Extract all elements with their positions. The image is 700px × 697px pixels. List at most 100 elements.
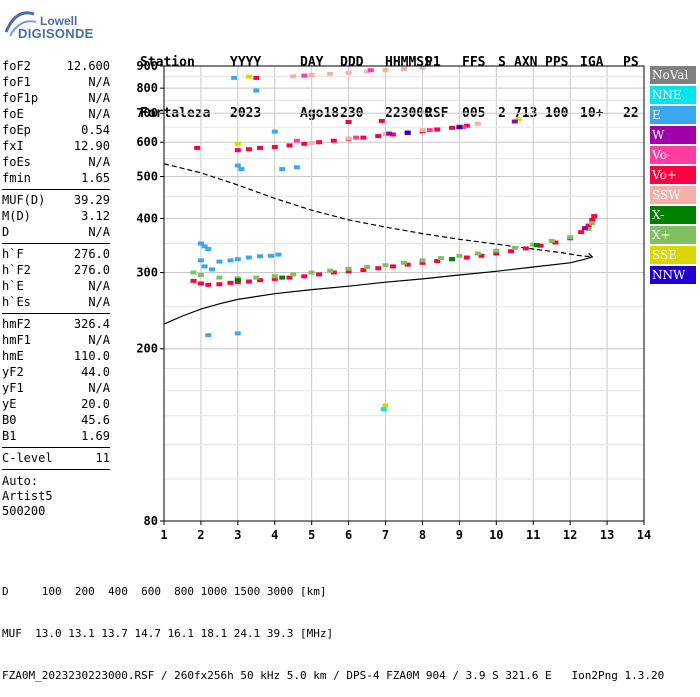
param-row: hmF1 N/A: [2, 332, 110, 348]
y-tick-label: 600: [136, 135, 158, 149]
param-row: B1 1.69: [2, 428, 110, 444]
param-value: N/A: [88, 75, 110, 89]
echo-point-x-: [190, 270, 197, 275]
echo-point-ssw: [345, 136, 352, 141]
param-label: yF1: [2, 381, 24, 395]
echo-point-e: [253, 88, 260, 93]
echo-point-vo-: [197, 281, 204, 286]
echo-point-w: [511, 119, 518, 124]
param-row: M(D) 3.12: [2, 208, 110, 224]
echo-point-vo-: [271, 145, 278, 149]
echo-point-x-: [589, 221, 596, 226]
y-tick-label: 500: [136, 169, 158, 183]
echo-point-x-: [234, 278, 241, 283]
x-tick-label: 13: [600, 528, 614, 542]
echo-point-vo-: [434, 259, 441, 263]
echo-point-x-: [345, 266, 352, 271]
param-row: hmF2 326.4: [2, 316, 110, 332]
echo-point-x-: [449, 257, 455, 262]
echo-point-vo-: [353, 135, 359, 140]
echo-point-x-: [567, 235, 574, 240]
electron-density-profile: [163, 253, 594, 325]
echo-point-vo-: [286, 143, 293, 148]
echo-points: [190, 65, 598, 412]
param-separator: [2, 243, 110, 244]
parameter-panel: foF2 12.600 foF1 N/A foF1p N/A foE N/A foEp 0.54 f…: [2, 58, 110, 519]
echo-point-ssw: [382, 132, 389, 137]
echo-point-e: [205, 333, 212, 338]
param-row: fxI 12.90: [2, 138, 110, 154]
x-tick-label: 7: [382, 528, 389, 542]
header-label-7: S: [498, 55, 506, 70]
echo-point-vo-: [578, 230, 585, 235]
digisonde-logo: Lowell DIGISONDE: [2, 4, 122, 44]
echo-point-ssw: [419, 65, 426, 70]
param-row: yF2 44.0: [2, 364, 110, 380]
echo-point-vo-: [522, 246, 529, 251]
echo-point-vo-: [286, 275, 293, 280]
x-tick-label: 1: [160, 528, 167, 542]
echo-point-vo-: [426, 128, 433, 133]
legend-item-nne: NNE: [650, 86, 696, 104]
echo-point-x-: [327, 268, 334, 273]
legend-item-w: W: [650, 126, 696, 144]
param-row: foF1p N/A: [2, 90, 110, 106]
param-label: foEp: [2, 123, 31, 137]
param-label: h`F2: [2, 263, 31, 277]
echo-point-x-: [401, 260, 407, 265]
param-row: D N/A: [2, 224, 110, 240]
footer-distance-row: D 100 200 400 600 800 1000 1500 3000 [km…: [2, 585, 327, 598]
param-label: C-level: [2, 451, 53, 465]
echo-point-vo-: [537, 243, 544, 248]
echo-point-vo-: [257, 145, 263, 150]
echo-point-vo-: [345, 269, 352, 274]
echo-point-e: [257, 254, 263, 259]
param-row: foE N/A: [2, 106, 110, 122]
param-row: h`E N/A: [2, 278, 110, 294]
param-value: 276.0: [73, 247, 110, 261]
x-tick-label: 2: [197, 528, 204, 542]
echo-point-vo-: [463, 123, 470, 128]
logo-mark: [4, 11, 37, 37]
echo-point-e: [227, 258, 234, 263]
param-value: 12.600: [66, 59, 110, 73]
echo-point-x-: [197, 273, 204, 277]
echo-point-e: [234, 331, 241, 336]
echo-point-w: [386, 131, 393, 136]
param-value: 1.65: [81, 171, 110, 185]
echo-point-vo-: [301, 73, 308, 78]
echo-point-vo-: [585, 223, 592, 228]
echo-point-ssw: [364, 69, 371, 74]
param-label: fmin: [2, 171, 31, 185]
echo-point-vo-: [245, 147, 252, 152]
param-value: N/A: [88, 91, 110, 105]
echo-point-e: [231, 75, 238, 80]
echo-point-e: [293, 165, 300, 170]
echo-point-x-: [474, 251, 481, 256]
echo-point-vo-: [375, 266, 382, 271]
param-label: h`F: [2, 247, 24, 261]
echo-point-vo-: [316, 140, 323, 145]
echo-point-vo-: [316, 272, 323, 277]
echo-point-sse: [382, 403, 389, 408]
echo-point-vo-: [463, 255, 470, 260]
param-label: fxI: [2, 139, 24, 153]
echo-point-e: [268, 253, 275, 258]
echo-point-x-: [493, 248, 500, 253]
echo-point-vo-: [375, 134, 382, 139]
param-row: h`Es N/A: [2, 294, 110, 310]
legend-item-noval: NoVal: [650, 66, 696, 84]
echo-point-nne: [380, 407, 387, 412]
echo-point-vo-: [194, 145, 201, 150]
x-tick-label: 5: [308, 528, 315, 542]
echo-point-vo-: [367, 68, 374, 73]
echo-point-e: [234, 257, 241, 262]
echo-point-e: [245, 255, 252, 260]
footer-file-row: FZA0M_2023230223000.RSF / 260fx256h 50 k…: [2, 669, 665, 682]
echo-point-x-: [364, 265, 371, 269]
param-label: D: [2, 225, 10, 239]
param-row: B0 45.6: [2, 412, 110, 428]
echo-point-vo-: [271, 276, 278, 281]
echo-point-vo-: [478, 253, 485, 258]
echo-point-sse: [234, 141, 241, 146]
